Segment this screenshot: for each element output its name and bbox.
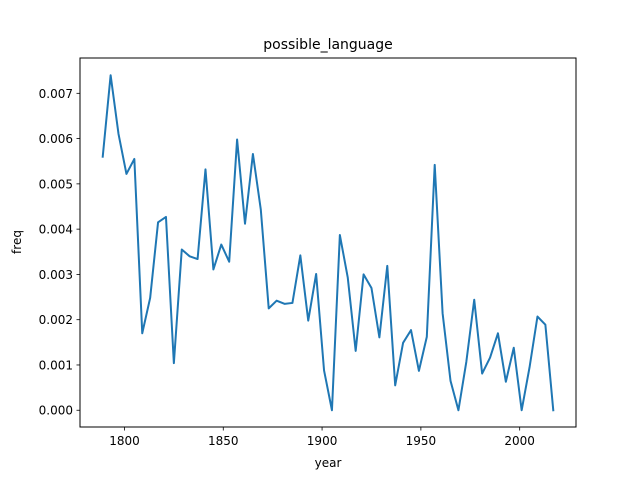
chart-title: possible_language bbox=[263, 37, 393, 53]
y-tick-label: 0.005 bbox=[39, 177, 73, 191]
y-tick-label: 0.004 bbox=[39, 223, 73, 237]
x-axis: 1800 1850 1900 1950 2000 bbox=[109, 427, 535, 448]
x-tick-label: 1800 bbox=[109, 434, 140, 448]
series-line-0 bbox=[101, 74, 555, 412]
y-tick-label: 0.003 bbox=[39, 268, 73, 282]
y-tick-label: 0.007 bbox=[39, 87, 73, 101]
x-tick-label: 2000 bbox=[504, 434, 535, 448]
y-axis: 0.000 0.001 0.002 0.003 0.004 0.005 0.006 0.007 bbox=[39, 87, 80, 418]
plot-area bbox=[101, 74, 555, 412]
x-tick-label: 1950 bbox=[406, 434, 437, 448]
y-tick-label: 0.006 bbox=[39, 132, 73, 146]
y-axis-label: freq bbox=[10, 230, 24, 254]
y-tick-label: 0.000 bbox=[39, 404, 73, 418]
x-axis-label: year bbox=[315, 456, 342, 470]
x-tick-label: 1900 bbox=[307, 434, 338, 448]
y-tick-label: 0.002 bbox=[39, 313, 73, 327]
y-tick-label: 0.001 bbox=[39, 358, 73, 372]
x-tick-label: 1850 bbox=[208, 434, 239, 448]
axes-frame bbox=[79, 57, 577, 428]
